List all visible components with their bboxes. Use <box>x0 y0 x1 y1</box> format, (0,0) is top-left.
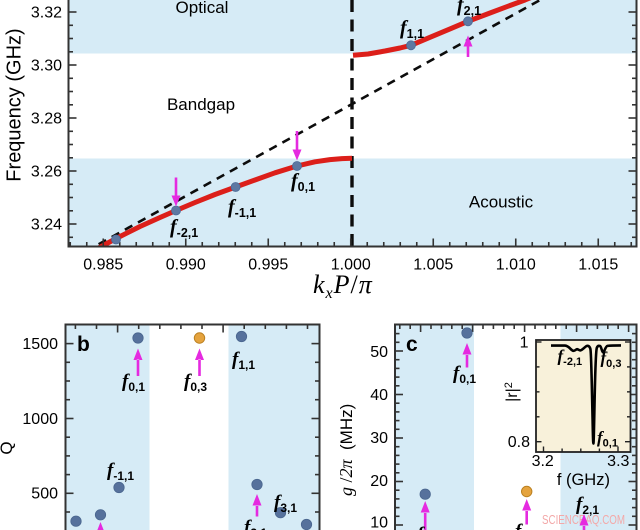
svg-text:|r|2: |r|2 <box>503 382 521 402</box>
svg-text:g /2π: g /2π <box>336 458 356 496</box>
svg-text:1: 1 <box>520 335 529 352</box>
svg-text:500: 500 <box>31 486 58 503</box>
svg-text:0.985: 0.985 <box>83 257 123 274</box>
svg-text:1000: 1000 <box>22 411 58 428</box>
svg-text:10: 10 <box>370 515 388 530</box>
svg-text:(MHz): (MHz) <box>337 404 356 450</box>
svg-text:30: 30 <box>370 430 388 447</box>
svg-text:f2,1: f2,1 <box>457 0 481 18</box>
svg-text:3.26: 3.26 <box>31 164 62 181</box>
svg-text:kxP/π: kxP/π <box>313 270 373 302</box>
svg-text:3.24: 3.24 <box>31 217 62 234</box>
svg-text:3.28: 3.28 <box>31 111 62 128</box>
svg-text:Q: Q <box>0 441 16 454</box>
svg-text:c: c <box>406 333 418 356</box>
svg-text:3.32: 3.32 <box>31 5 62 22</box>
svg-text:1.015: 1.015 <box>578 257 618 274</box>
svg-text:1.010: 1.010 <box>496 257 536 274</box>
svg-text:Bandgap: Bandgap <box>167 95 235 114</box>
svg-text:3.2: 3.2 <box>532 453 554 470</box>
svg-text:20: 20 <box>370 473 388 490</box>
svg-text:50: 50 <box>370 344 388 361</box>
svg-text:Optical: Optical <box>176 0 229 17</box>
svg-text:b: b <box>77 333 90 356</box>
svg-text:3.30: 3.30 <box>31 58 62 75</box>
svg-text:1.005: 1.005 <box>413 257 453 274</box>
svg-text:1500: 1500 <box>22 336 58 353</box>
svg-text:3.3: 3.3 <box>607 453 629 470</box>
svg-text:Frequency (GHz): Frequency (GHz) <box>4 28 26 181</box>
svg-text:f0,3: f0,3 <box>184 371 207 394</box>
svg-text:0.990: 0.990 <box>166 257 206 274</box>
svg-text:f (GHz): f (GHz) <box>557 471 610 489</box>
svg-text:0.995: 0.995 <box>248 257 288 274</box>
svg-text:0.8: 0.8 <box>508 434 530 451</box>
svg-text:40: 40 <box>370 387 388 404</box>
svg-text:Acoustic: Acoustic <box>469 193 534 212</box>
svg-text:1.000: 1.000 <box>331 257 371 274</box>
